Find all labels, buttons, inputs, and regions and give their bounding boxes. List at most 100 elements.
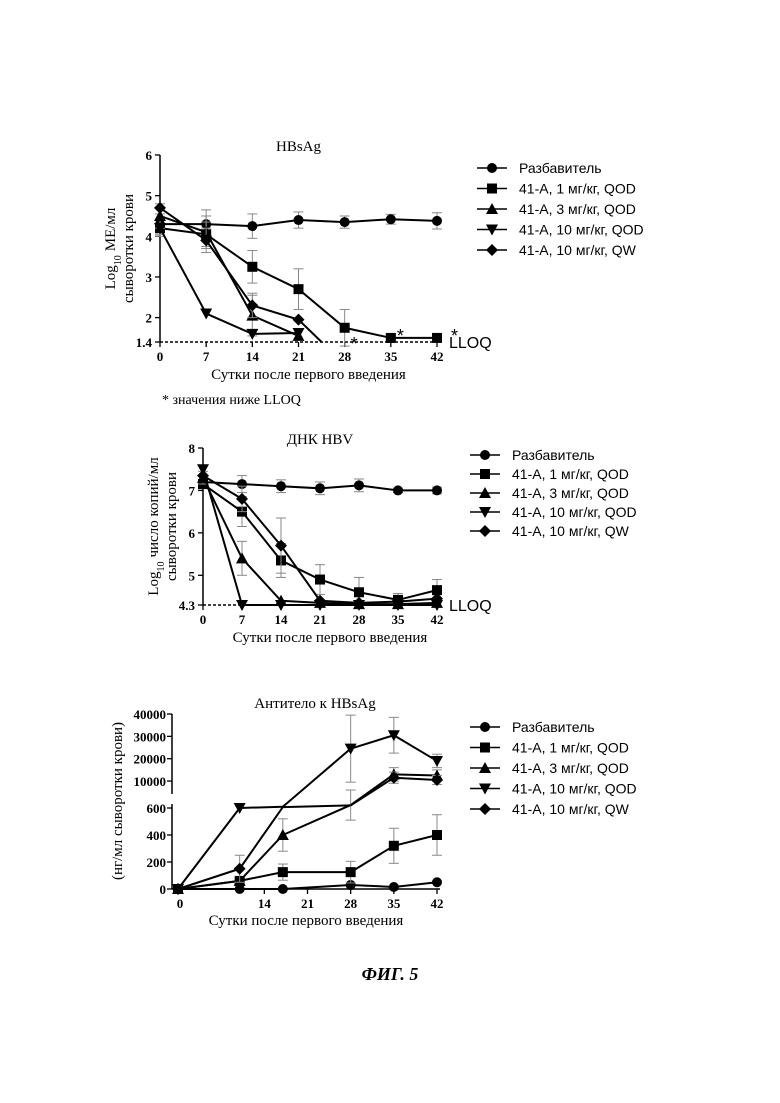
series-line xyxy=(283,805,351,835)
data-point xyxy=(247,262,257,272)
x-axis-label: Сутки после первого введения xyxy=(209,913,404,929)
data-point xyxy=(432,485,442,495)
legend-marker-diamond xyxy=(479,525,491,537)
y-tick-label: 0 xyxy=(160,882,167,897)
x-tick-label: 28 xyxy=(338,349,352,364)
data-point xyxy=(340,217,350,227)
y-label-main: ME/мл xyxy=(103,207,119,251)
y-tick-label: 6 xyxy=(146,148,153,163)
chart-hbsag: HBsAg1.423456071421283542Сутки после пер… xyxy=(103,139,644,408)
series-0 xyxy=(198,476,442,496)
x-axis-label: Сутки после первого введения xyxy=(211,367,406,383)
series-line xyxy=(178,808,240,889)
y-tick-label: 20000 xyxy=(134,752,167,767)
data-point xyxy=(432,333,442,343)
legend-label: 41-А, 10 мг/кг, QOD xyxy=(512,781,637,797)
legend-label: 41-А, 10 мг/кг, QOD xyxy=(519,222,644,238)
series-line xyxy=(178,869,240,889)
series-line xyxy=(283,805,351,807)
series-line xyxy=(160,216,299,336)
x-tick-label: 7 xyxy=(239,612,246,627)
y-tick-label: 10000 xyxy=(134,774,167,789)
y-axis-label: (нг/мл сыворотки крови) xyxy=(110,722,126,880)
legend-label: 41-А, 10 мг/кг, QW xyxy=(519,242,637,258)
chart-днк-hbv: ДНК HBV4.35678071421283542Сутки после пе… xyxy=(146,432,637,646)
data-point xyxy=(276,481,286,491)
series-line xyxy=(351,778,394,806)
data-point xyxy=(432,216,442,226)
series-3 xyxy=(172,715,443,895)
legend-label: 41-А, 3 мг/кг, QOD xyxy=(519,201,636,217)
legend-marker-square xyxy=(480,743,490,753)
x-tick-label: 35 xyxy=(392,612,406,627)
data-point xyxy=(354,587,364,597)
data-point xyxy=(294,215,304,225)
data-point xyxy=(393,485,403,495)
series-line xyxy=(240,807,283,808)
series-line xyxy=(240,807,283,869)
y-tick-label: 1.4 xyxy=(136,335,153,350)
series-line xyxy=(351,846,394,872)
data-point xyxy=(354,480,364,490)
series-line xyxy=(351,735,394,748)
chart-anti-hbsag: Антитело к HBsAg100002000030000400000200… xyxy=(110,696,637,929)
legend-label: 41-А, 1 мг/кг, QOD xyxy=(512,466,629,482)
y-tick-label: 5 xyxy=(189,568,196,583)
legend-label: 41-А, 1 мг/кг, QOD xyxy=(512,740,629,756)
data-point xyxy=(389,882,399,892)
series-line xyxy=(394,778,437,780)
series-line xyxy=(394,835,437,846)
x-tick-label: 0 xyxy=(200,612,207,627)
figure-5: HBsAg1.423456071421283542Сутки после пер… xyxy=(0,0,780,1103)
y-tick-label: 6 xyxy=(189,526,196,541)
y-axis-label-2: сыворотки крови xyxy=(164,472,180,581)
legend-marker-circle xyxy=(487,163,497,173)
below-lloq-mark: * xyxy=(397,326,404,346)
data-point xyxy=(315,483,325,493)
legend-label: 41-А, 10 мг/кг, QW xyxy=(512,523,630,539)
x-tick-label: 7 xyxy=(203,349,210,364)
lloq-label: LLOQ xyxy=(449,598,492,615)
data-point xyxy=(234,863,246,875)
series-4 xyxy=(172,772,443,895)
data-point xyxy=(432,830,442,840)
data-point xyxy=(386,333,396,343)
legend-label: 41-А, 3 мг/кг, QOD xyxy=(512,760,629,776)
x-tick-label: 21 xyxy=(292,349,305,364)
data-point xyxy=(277,829,289,840)
chart-title: Антитело к HBsAg xyxy=(254,696,376,712)
data-point xyxy=(315,575,325,585)
legend-marker-diamond xyxy=(479,803,491,815)
footnote: * значения ниже LLOQ xyxy=(162,393,301,408)
x-axis-label: Сутки после первого введения xyxy=(233,630,428,646)
y-tick-label: 7 xyxy=(189,483,196,498)
series-line xyxy=(283,749,351,807)
y-tick-label: 4.3 xyxy=(179,598,196,613)
y-tick-label: 40000 xyxy=(134,707,167,722)
legend-label: 41-А, 3 мг/кг, QOD xyxy=(512,485,629,501)
y-tick-label: 8 xyxy=(189,441,196,456)
data-point xyxy=(346,867,356,877)
y-tick-label: 600 xyxy=(147,801,167,816)
y-tick-label: 30000 xyxy=(134,729,167,744)
chart-title: ДНК HBV xyxy=(287,432,354,448)
data-point xyxy=(389,841,399,851)
legend-label: Разбавитель xyxy=(512,719,595,735)
y-label-prefix: Log xyxy=(146,571,162,596)
chart-title: HBsAg xyxy=(276,139,322,155)
data-point xyxy=(236,552,248,563)
series-line xyxy=(160,228,299,334)
data-point xyxy=(278,867,288,877)
legend-marker-circle xyxy=(480,722,490,732)
below-lloq-mark: * xyxy=(351,334,358,354)
legend-label: 41-А, 10 мг/кг, QW xyxy=(512,801,630,817)
series-line xyxy=(394,735,437,761)
legend-marker-diamond xyxy=(486,244,498,256)
x-tick-label: 42 xyxy=(431,896,444,911)
legend-label: Разбавитель xyxy=(519,160,602,176)
data-point xyxy=(431,756,443,767)
data-point xyxy=(340,323,350,333)
legend-marker-circle xyxy=(480,450,490,460)
legend-marker-square xyxy=(487,184,497,194)
data-point xyxy=(386,214,396,224)
